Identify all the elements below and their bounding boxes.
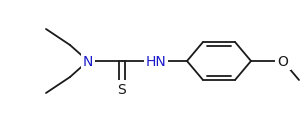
Text: S: S: [118, 82, 126, 96]
Text: N: N: [83, 55, 93, 68]
Text: HN: HN: [146, 55, 166, 68]
Text: O: O: [278, 55, 289, 68]
